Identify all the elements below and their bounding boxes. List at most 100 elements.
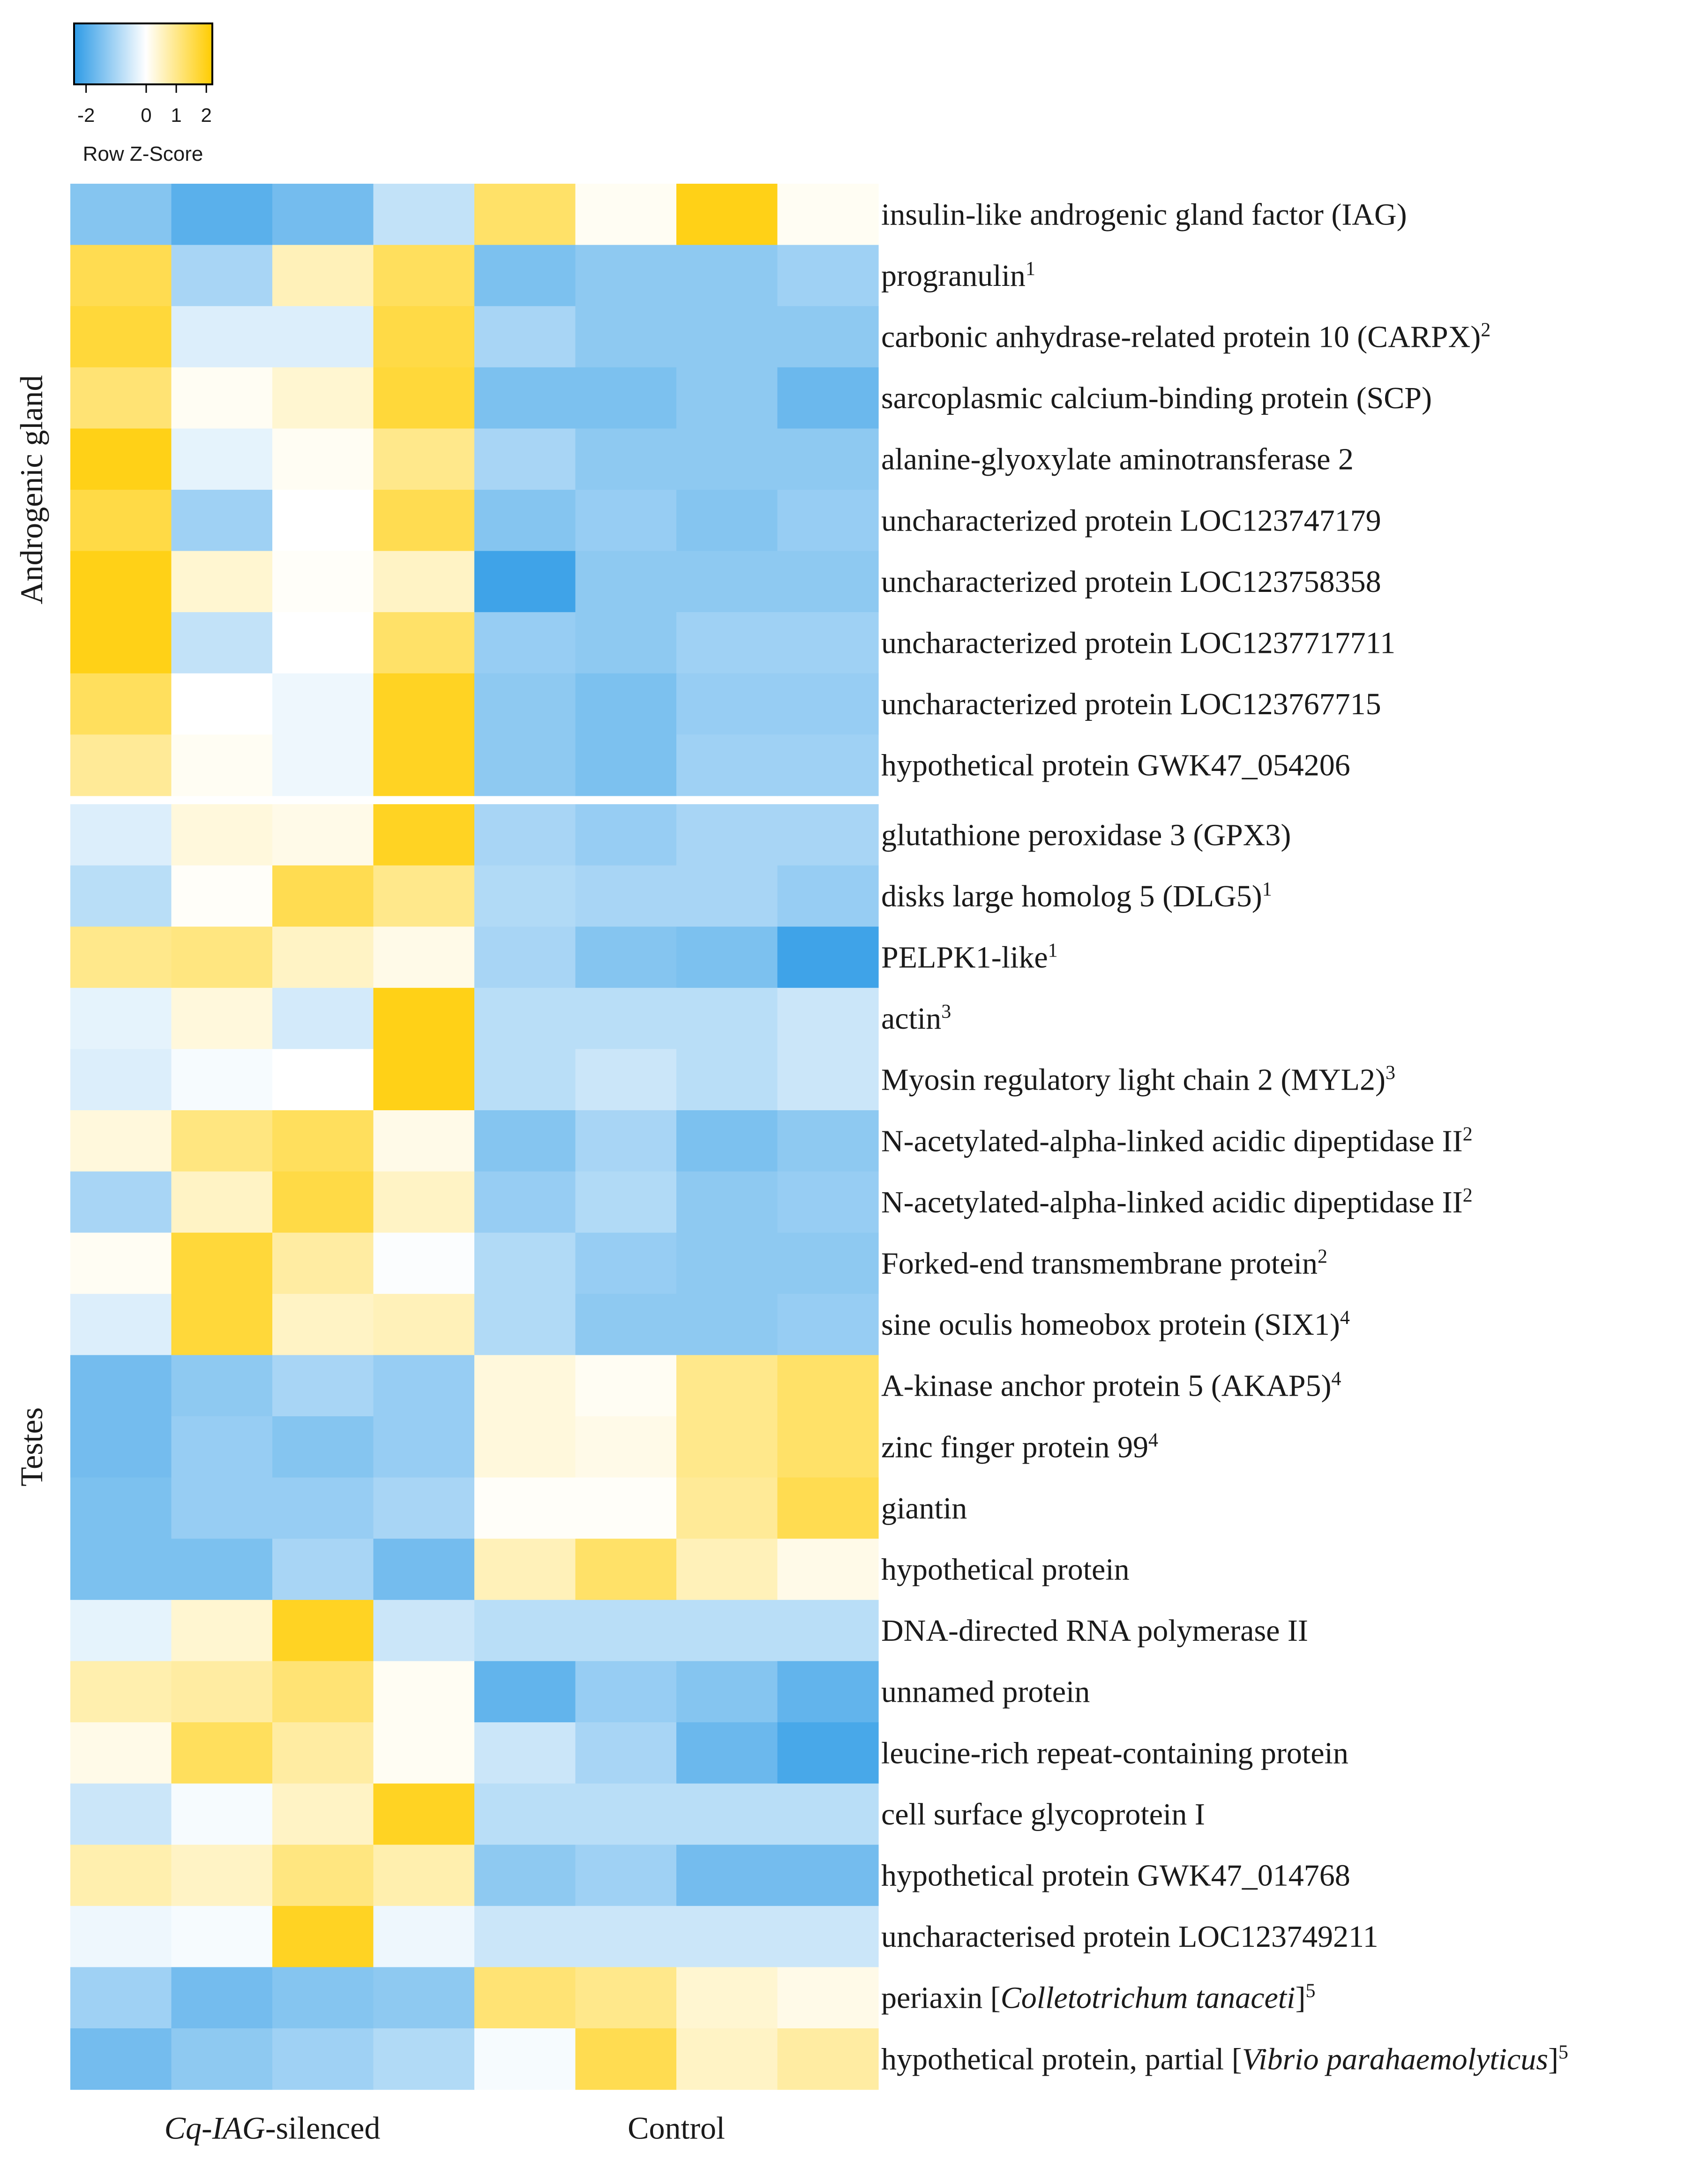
heatmap-cell	[474, 927, 576, 988]
heatmap-cell	[172, 866, 273, 927]
heatmap-cell	[474, 1600, 576, 1661]
heatmap-cell	[474, 1967, 576, 2028]
heatmap-cell	[272, 612, 374, 673]
heatmap-cell	[70, 367, 172, 429]
heatmap-cell	[172, 1416, 273, 1478]
row-label: progranulin1	[881, 258, 1035, 293]
heatmap-cell	[676, 1661, 778, 1722]
heatmap-cell	[70, 1416, 172, 1478]
heatmap-cell	[778, 1600, 879, 1661]
heatmap-cell	[474, 988, 576, 1049]
heatmap-cell	[70, 1478, 172, 1539]
row-label: uncharacterized protein LOC123758358	[881, 565, 1381, 599]
color-key-tick-label: 0	[141, 104, 151, 126]
heatmap-cell	[70, 245, 172, 307]
heatmap-cell	[576, 2028, 677, 2090]
heatmap-cell	[272, 988, 374, 1049]
column-group-label: Cq-IAG-silenced	[165, 2110, 381, 2146]
heatmap-cell	[474, 245, 576, 307]
heatmap-cell	[272, 673, 374, 735]
row-label: hypothetical protein, partial [Vibrio pa…	[881, 2041, 1568, 2076]
heatmap-cell	[172, 1049, 273, 1110]
row-label: glutathione peroxidase 3 (GPX3)	[881, 818, 1291, 852]
heatmap-cell	[576, 612, 677, 673]
heatmap-cell	[778, 1233, 879, 1294]
heatmap-cell	[676, 1539, 778, 1600]
heatmap-cell	[676, 988, 778, 1049]
heatmap-cell	[676, 1906, 778, 1967]
heatmap-cell	[676, 490, 778, 551]
row-label: disks large homolog 5 (DLG5)1	[881, 879, 1272, 913]
heatmap-cell	[172, 551, 273, 613]
heatmap-cell	[374, 490, 475, 551]
heatmap-cell	[576, 1845, 677, 1906]
heatmap-cell	[576, 1416, 677, 1478]
heatmap-cell	[172, 1967, 273, 2028]
heatmap-cell	[676, 1049, 778, 1110]
heatmap-cell	[374, 1172, 475, 1233]
heatmap-cell	[70, 1172, 172, 1233]
heatmap-cell	[474, 1172, 576, 1233]
heatmap-cell	[374, 1784, 475, 1845]
color-key-title: Row Z-Score	[83, 142, 203, 165]
heatmap-cell	[778, 1906, 879, 1967]
heatmap-cell	[676, 1294, 778, 1355]
heatmap-cell	[70, 490, 172, 551]
heatmap-cell	[272, 1845, 374, 1906]
heatmap-cell	[676, 306, 778, 367]
heatmap-cell	[70, 612, 172, 673]
heatmap-cell	[676, 673, 778, 735]
row-label: uncharacterized protein LOC123747179	[881, 503, 1381, 538]
heatmap-cell	[172, 184, 273, 245]
heatmap-cell	[172, 927, 273, 988]
heatmap-cell	[374, 1294, 475, 1355]
row-label: Myosin regulatory light chain 2 (MYL2)3	[881, 1062, 1395, 1097]
heatmap-cell	[172, 673, 273, 735]
row-label: hypothetical protein GWK47_054206	[881, 748, 1350, 783]
heatmap-cell	[70, 1355, 172, 1416]
heatmap-cell	[676, 1172, 778, 1233]
heatmap-cell	[272, 306, 374, 367]
heatmap-cell	[70, 1722, 172, 1784]
row-label: hypothetical protein GWK47_014768	[881, 1859, 1350, 1893]
row-label: zinc finger protein 994	[881, 1429, 1158, 1464]
heatmap-cell	[272, 866, 374, 927]
heatmap-cell	[474, 184, 576, 245]
heatmap-cell	[576, 1049, 677, 1110]
heatmap-cell	[676, 1784, 778, 1845]
heatmap-cell	[474, 1294, 576, 1355]
heatmap-cells	[70, 184, 879, 2090]
heatmap-cell	[676, 1722, 778, 1784]
heatmap-cell	[474, 1233, 576, 1294]
heatmap-cell	[70, 927, 172, 988]
heatmap-cell	[374, 1539, 475, 1600]
heatmap-cell	[778, 2028, 879, 2090]
row-label: uncharacterised protein LOC123749211	[881, 1920, 1378, 1954]
heatmap-cell	[778, 1110, 879, 1172]
heatmap-cell	[676, 1600, 778, 1661]
heatmap-cell	[474, 1355, 576, 1416]
heatmap-cell	[778, 1294, 879, 1355]
heatmap-cell	[374, 927, 475, 988]
heatmap-cell	[778, 612, 879, 673]
heatmap-cell	[70, 734, 172, 796]
heatmap-cell	[172, 1722, 273, 1784]
heatmap-cell	[576, 1355, 677, 1416]
heatmap-cell	[778, 1416, 879, 1478]
heatmap-cell	[272, 367, 374, 429]
heatmap-cell	[778, 866, 879, 927]
heatmap-cell	[70, 1294, 172, 1355]
heatmap-cell	[172, 734, 273, 796]
heatmap-cell	[374, 184, 475, 245]
heatmap-cell	[676, 1845, 778, 1906]
row-label: A-kinase anchor protein 5 (AKAP5)4	[881, 1368, 1341, 1403]
heatmap-cell	[70, 2028, 172, 2090]
heatmap-cell	[70, 1600, 172, 1661]
heatmap-cell	[172, 1906, 273, 1967]
heatmap-cell	[676, 184, 778, 245]
row-label: alanine-glyoxylate aminotransferase 2	[881, 442, 1354, 477]
heatmap-cell	[272, 804, 374, 866]
heatmap-cell	[374, 612, 475, 673]
heatmap-cell	[70, 184, 172, 245]
heatmap-cell	[676, 1233, 778, 1294]
